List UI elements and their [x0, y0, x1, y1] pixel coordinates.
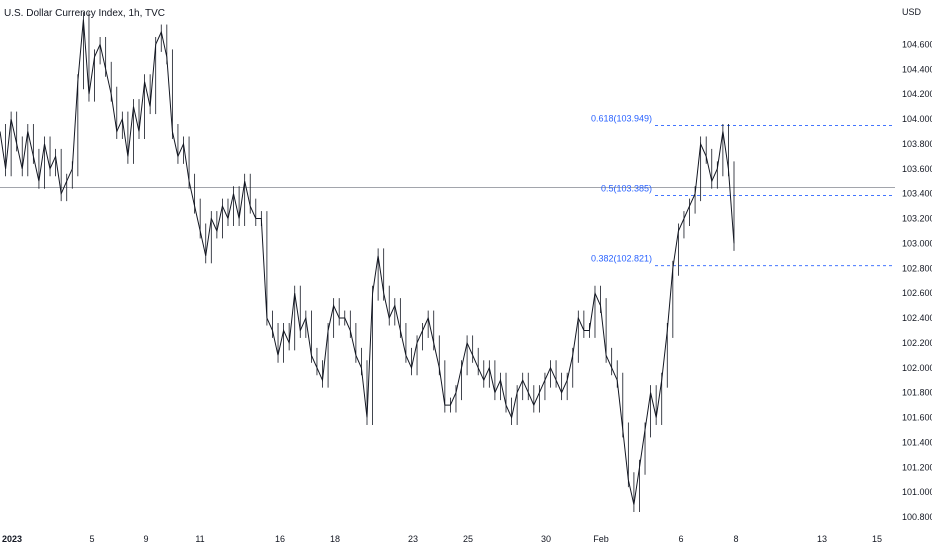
x-tick-label: 16: [275, 534, 285, 544]
y-tick-label: 102.200: [902, 338, 932, 348]
x-tick-label: 5: [89, 534, 94, 544]
x-tick-label: Feb: [593, 534, 609, 544]
x-tick-label: 9: [143, 534, 148, 544]
x-tick-label: 11: [195, 534, 204, 544]
x-tick-label: 2023: [2, 534, 22, 544]
x-tick-label: 13: [817, 534, 827, 544]
y-tick-label: 101.600: [902, 413, 932, 423]
x-tick-label: 30: [541, 534, 551, 544]
y-tick-label: 104.400: [902, 64, 932, 74]
chart-title: U.S. Dollar Currency Index, 1h, TVC: [4, 8, 165, 19]
y-tick-label: 102.400: [902, 313, 932, 323]
x-tick-label: 18: [330, 534, 340, 544]
y-tick-label: 103.000: [902, 238, 932, 248]
y-tick-label: 102.000: [902, 363, 932, 373]
x-tick-label: 8: [733, 534, 738, 544]
fib-level-label: 0.618(103.949): [591, 113, 652, 123]
y-tick-label: 103.200: [902, 214, 932, 224]
y-tick-label: 100.800: [902, 512, 932, 522]
y-tick-label: 102.600: [902, 288, 932, 298]
y-tick-label: 101.400: [902, 437, 932, 447]
fib-level-label: 0.382(102.821): [591, 254, 652, 264]
x-tick-label: 15: [872, 534, 882, 544]
y-tick-label: 104.600: [902, 39, 932, 49]
y-tick-label: 104.200: [902, 89, 932, 99]
x-tick-label: 25: [463, 534, 473, 544]
y-tick-label: 103.400: [902, 189, 932, 199]
y-tick-label: 103.800: [902, 139, 932, 149]
x-tick-label: 23: [408, 534, 418, 544]
y-tick-label: 102.800: [902, 263, 932, 273]
y-tick-label: 101.800: [902, 388, 932, 398]
y-tick-label: 103.600: [902, 164, 932, 174]
fib-level-label: 0.5(103.385): [601, 184, 652, 194]
y-tick-label: 101.000: [902, 487, 932, 497]
x-tick-label: 6: [678, 534, 683, 544]
y-tick-label: 104.000: [902, 114, 932, 124]
currency-label: USD: [902, 7, 922, 17]
y-tick-label: 101.200: [902, 462, 932, 472]
